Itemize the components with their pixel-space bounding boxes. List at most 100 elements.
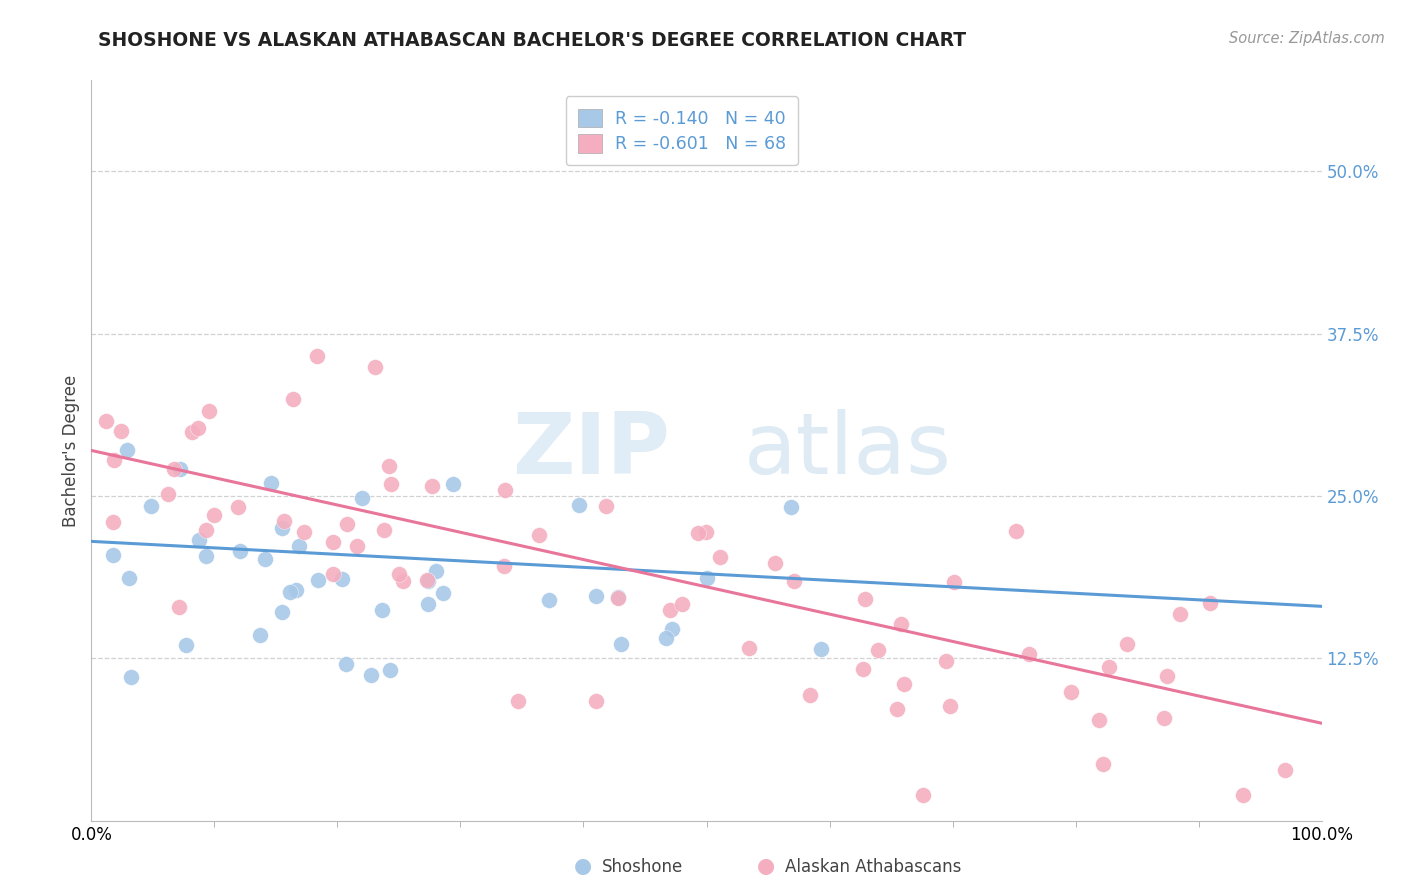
Point	[322, 534, 344, 549]
Point	[494, 483, 516, 497]
Point	[391, 574, 413, 588]
Point	[1018, 648, 1040, 662]
Text: Alaskan Athabascans: Alaskan Athabascans	[785, 858, 960, 876]
Point	[103, 452, 125, 467]
Point	[783, 574, 806, 589]
Point	[418, 597, 440, 611]
Text: ZIP: ZIP	[512, 409, 669, 492]
Point	[115, 443, 138, 458]
Point	[253, 552, 276, 566]
Point	[380, 663, 402, 677]
Point	[281, 392, 304, 406]
Point	[322, 567, 344, 582]
Point	[893, 677, 915, 691]
Point	[363, 359, 385, 374]
Point	[696, 571, 718, 585]
Point	[360, 668, 382, 682]
Point	[249, 628, 271, 642]
Point	[307, 574, 329, 588]
Point	[943, 575, 966, 590]
Point	[416, 573, 439, 587]
Point	[1232, 788, 1254, 802]
Text: Source: ZipAtlas.com: Source: ZipAtlas.com	[1229, 31, 1385, 46]
Text: Shoshone: Shoshone	[602, 858, 683, 876]
Point	[709, 549, 731, 564]
Point	[585, 589, 607, 603]
Point	[886, 702, 908, 716]
Point	[494, 559, 516, 574]
Point	[388, 566, 411, 581]
Y-axis label: Bachelor's Degree: Bachelor's Degree	[62, 375, 80, 526]
Point	[371, 603, 394, 617]
Point	[416, 574, 439, 589]
Point	[659, 603, 682, 617]
Point	[695, 524, 717, 539]
Point	[305, 350, 328, 364]
Point	[780, 500, 803, 514]
Point	[537, 592, 560, 607]
Point	[441, 477, 464, 491]
Point	[1156, 669, 1178, 683]
Point	[1098, 660, 1121, 674]
Point	[120, 670, 142, 684]
Point	[118, 571, 141, 585]
Point	[852, 661, 875, 675]
Point	[607, 591, 630, 605]
Point	[688, 526, 710, 541]
Point	[195, 549, 218, 564]
Point	[259, 475, 281, 490]
Point	[271, 521, 294, 535]
Point	[273, 514, 295, 528]
Point	[939, 698, 962, 713]
Point	[607, 590, 630, 604]
Point	[432, 586, 454, 600]
Point	[294, 525, 316, 540]
Point	[336, 516, 359, 531]
Point	[1088, 714, 1111, 728]
Point	[332, 572, 354, 586]
Point	[868, 642, 890, 657]
Point	[187, 421, 209, 435]
Point	[195, 523, 218, 537]
Point	[157, 487, 180, 501]
Point	[350, 491, 373, 505]
Point	[1168, 607, 1191, 621]
Point	[738, 640, 761, 655]
Point	[202, 508, 225, 522]
Point	[101, 548, 124, 562]
Point	[425, 564, 447, 578]
Point	[101, 515, 124, 529]
Point	[595, 500, 617, 514]
Point	[188, 533, 211, 548]
Point	[890, 617, 912, 632]
Point	[527, 528, 550, 542]
Point	[169, 600, 191, 615]
Point	[1060, 685, 1083, 699]
Point	[380, 477, 402, 491]
Point	[1153, 711, 1175, 725]
Point	[508, 694, 530, 708]
Point	[568, 498, 591, 512]
Point	[346, 539, 368, 553]
Point	[1198, 596, 1220, 610]
Point	[280, 585, 302, 599]
Point	[655, 631, 678, 645]
Point	[420, 479, 443, 493]
Text: atlas: atlas	[744, 409, 952, 492]
Point	[1005, 524, 1028, 538]
Point	[378, 458, 401, 473]
Point	[228, 544, 250, 558]
Point	[198, 403, 221, 417]
Point	[180, 425, 202, 440]
Text: ●: ●	[758, 856, 775, 876]
Point	[271, 605, 294, 619]
Point	[763, 556, 786, 570]
Text: SHOSHONE VS ALASKAN ATHABASCAN BACHELOR'S DEGREE CORRELATION CHART: SHOSHONE VS ALASKAN ATHABASCAN BACHELOR'…	[98, 31, 966, 50]
Point	[141, 499, 163, 513]
Point	[96, 414, 118, 428]
Point	[1274, 763, 1296, 777]
Point	[935, 654, 957, 668]
Point	[335, 657, 357, 671]
Point	[226, 500, 249, 514]
Point	[284, 583, 307, 598]
